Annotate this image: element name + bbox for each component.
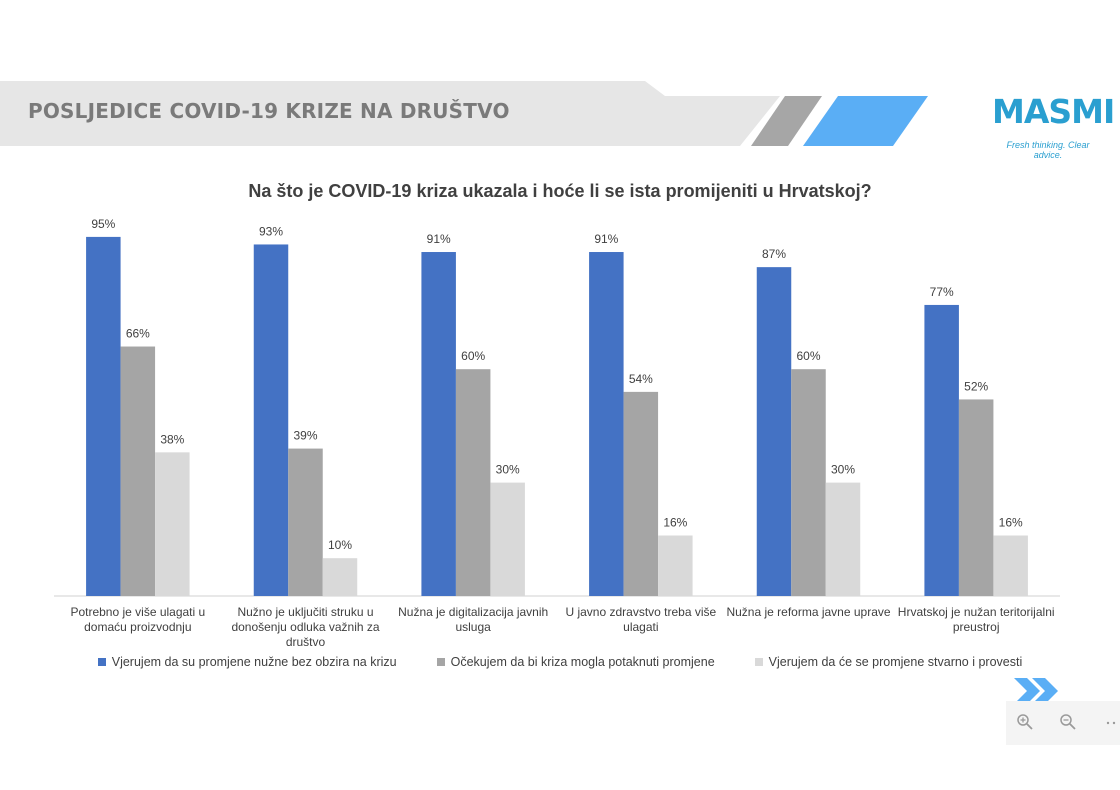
bar-series-2-cat-3 (455, 369, 491, 596)
data-label-series-1-cat-4: 91% (594, 232, 618, 246)
bar-series-1-cat-2 (253, 244, 289, 596)
category-label-line: usluga (455, 620, 491, 634)
data-label-series-2-cat-2: 39% (293, 429, 317, 443)
bar-series-3-cat-3 (490, 482, 525, 596)
category-label-line: Potrebno je više ulagati u (70, 605, 205, 619)
header-dark-stripe (751, 96, 822, 146)
data-label-series-3-cat-6: 16% (999, 516, 1023, 530)
category-label-line: Nužna je reforma javne uprave (726, 605, 890, 619)
legend-item-series-3: Vjerujem da će se promjene stvarno i pro… (754, 655, 1023, 669)
bar-series-3-cat-5 (825, 482, 861, 596)
category-label-line: društvo (286, 635, 326, 649)
data-label-series-2-cat-5: 60% (796, 349, 820, 363)
data-label-series-3-cat-3: 30% (496, 463, 520, 477)
data-label-series-2-cat-6: 52% (964, 379, 988, 393)
chart-title: Na što je COVID-19 kriza ukazala i hoće … (248, 181, 872, 201)
data-label-series-3-cat-4: 16% (663, 516, 687, 530)
zoom-in-icon[interactable] (1016, 713, 1034, 731)
page-title: POSLJEDICE COVID-19 KRIZE NA DRUŠTVO (28, 99, 510, 123)
bar-chart: 95% 66% 38% Potrebno je više ulagati u domać… (54, 217, 1060, 649)
category-label-line: preustroj (953, 620, 1000, 634)
header-grey-band (0, 81, 780, 146)
category-label-line: domaću proizvodnju (84, 620, 191, 634)
bar-series-3-cat-1 (155, 452, 190, 596)
category-label-line: ulagati (623, 620, 658, 634)
data-label-series-3-cat-2: 10% (328, 538, 352, 552)
category-label-2: Nužno je uključiti struku u donošenju odl… (231, 605, 379, 649)
bar-series-3-cat-6 (993, 535, 1028, 596)
data-label-series-2-cat-4: 54% (629, 372, 653, 386)
data-label-series-3-cat-5: 30% (831, 463, 855, 477)
category-label-line: Nužno je uključiti struku u (237, 605, 373, 619)
bar-series-3-cat-2 (322, 558, 358, 596)
more-icon[interactable] (1106, 713, 1120, 731)
zoom-out-icon[interactable] (1059, 713, 1077, 731)
bar-series-1-cat-5 (756, 267, 792, 596)
bar-series-1-cat-6 (924, 304, 959, 596)
double-chevron-right-icon[interactable] (1014, 678, 1062, 704)
legend-item-series-1: Vjerujem da su promjene nužne bez obzira… (97, 655, 397, 669)
viewer-toolbar (1006, 701, 1120, 745)
data-label-series-1-cat-6: 77% (930, 285, 954, 299)
data-label-series-1-cat-2: 93% (259, 224, 283, 238)
bar-series-2-cat-5 (791, 369, 826, 596)
category-label-4: U javno zdravstvo treba više ulagati (565, 605, 716, 634)
category-label-5: Nužna je reforma javne uprave (726, 605, 890, 619)
category-label-line: Nužna je digitalizacija javnih (398, 605, 548, 619)
header-banner (0, 81, 928, 146)
legend-item-series-2: Očekujem da bi kriza mogla potaknuti pro… (436, 655, 715, 669)
category-label-line: Hrvatskoj je nužan teritorijalni (898, 605, 1055, 619)
category-label-1: Potrebno je više ulagati u domaću proizvo… (70, 605, 205, 634)
bar-series-2-cat-4 (623, 391, 659, 596)
bar-series-1-cat-1 (86, 236, 121, 596)
legend-swatch-series-3 (754, 658, 763, 666)
data-label-series-1-cat-3: 91% (427, 232, 451, 246)
legend-swatch-series-2 (436, 658, 445, 666)
header-blue-stripe (803, 96, 928, 146)
data-label-series-2-cat-1: 66% (126, 327, 150, 341)
bar-series-2-cat-6 (958, 399, 994, 596)
data-label-series-1-cat-5: 87% (762, 247, 786, 261)
chart-legend: Vjerujem da su promjene nužne bez obzira… (0, 655, 1120, 669)
category-label-line: donošenju odluka važnih za (231, 620, 379, 634)
category-label-6: Hrvatskoj je nužan teritorijalni preustro… (898, 605, 1055, 634)
data-label-series-3-cat-1: 38% (160, 432, 184, 446)
logo-wordmark: MASMI (992, 92, 1115, 131)
category-label-3: Nužna je digitalizacija javnih usluga (398, 605, 548, 634)
data-label-series-1-cat-1: 95% (91, 217, 115, 231)
bar-series-2-cat-2 (288, 448, 323, 596)
bar-series-1-cat-3 (421, 252, 456, 596)
logo-tagline: Fresh thinking. Clear advice. (1006, 140, 1090, 160)
masmi-logo: MASMI Fresh thinking. Clear advice. (992, 92, 1115, 160)
legend-label-series-1: Vjerujem da su promjene nužne bez obzira… (111, 655, 397, 669)
bar-series-1-cat-4 (589, 252, 624, 596)
data-label-series-2-cat-3: 60% (461, 349, 485, 363)
legend-label-series-3: Vjerujem da će se promjene stvarno i pro… (768, 655, 1023, 669)
bar-series-3-cat-4 (658, 535, 693, 596)
legend-swatch-series-1 (97, 658, 106, 666)
legend-label-series-2: Očekujem da bi kriza mogla potaknuti pro… (450, 655, 715, 669)
bar-series-2-cat-1 (120, 346, 156, 596)
category-label-line: U javno zdravstvo treba više (565, 605, 716, 619)
